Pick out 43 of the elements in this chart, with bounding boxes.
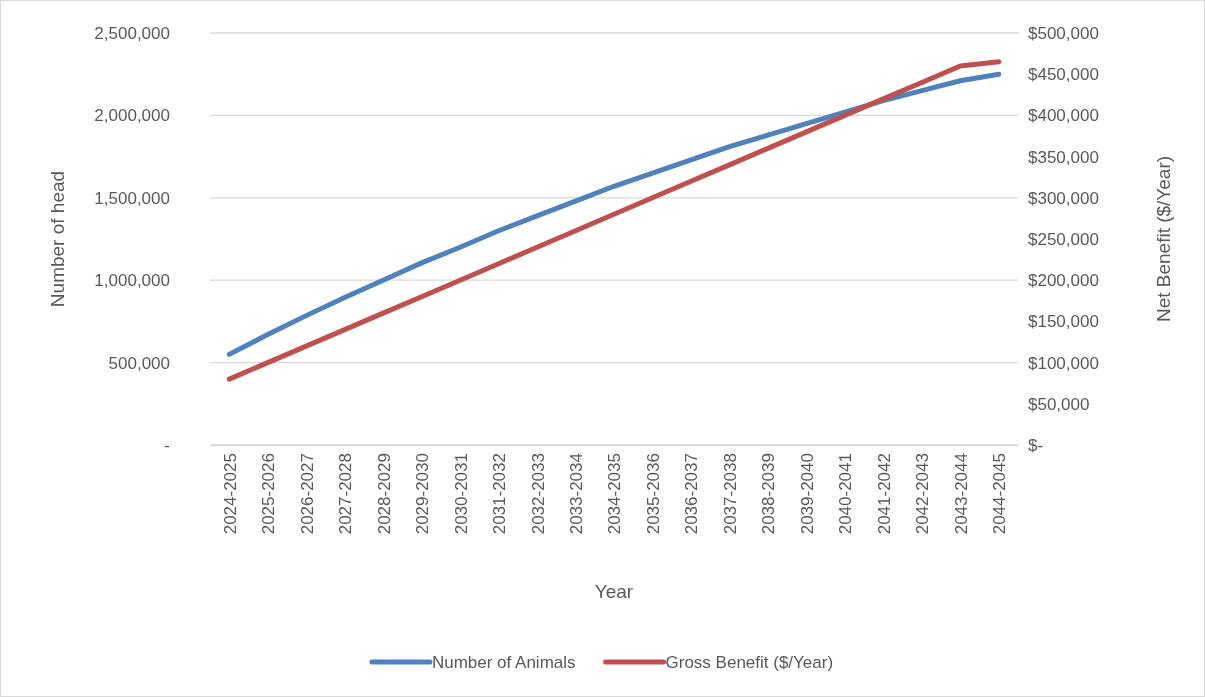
x-tick-label: 2038-2039: [759, 453, 779, 535]
x-tick-label: 2026-2027: [297, 453, 317, 535]
x-tick-label: 2036-2037: [682, 453, 702, 535]
y-tick-label: -: [164, 435, 170, 455]
x-tick-label: 2029-2030: [413, 453, 433, 535]
y2-tick-label: $50,000: [1028, 394, 1090, 414]
y2-tick-label: $250,000: [1028, 229, 1099, 249]
x-tick-label: 2031-2032: [490, 453, 510, 535]
y-tick-label: 1,500,000: [94, 188, 170, 208]
x-tick-label: 2033-2034: [566, 453, 586, 535]
x-tick-label: 2044-2045: [990, 453, 1010, 535]
x-tick-label: 2030-2031: [451, 453, 471, 535]
y2-tick-label: $150,000: [1028, 312, 1099, 332]
y-tick-label: 1,000,000: [94, 271, 170, 291]
y2-tick-label: $350,000: [1028, 147, 1099, 167]
x-tick-label: 2041-2042: [874, 453, 894, 535]
x-tick-label: 2034-2035: [605, 453, 625, 535]
legend-label: Gross Benefit ($/Year): [665, 653, 834, 672]
y2-tick-label: $-: [1028, 435, 1044, 455]
x-tick-label: 2032-2033: [528, 453, 548, 535]
x-tick-label: 2039-2040: [797, 453, 817, 535]
y-tick-label: 2,500,000: [94, 23, 170, 43]
x-tick-label: 2040-2041: [836, 453, 856, 535]
x-tick-label: 2043-2044: [951, 453, 971, 535]
y2-tick-label: $500,000: [1028, 23, 1099, 43]
y2-tick-label: $450,000: [1028, 65, 1099, 85]
y2-tick-label: $200,000: [1028, 271, 1099, 291]
x-axis-title: Year: [594, 581, 634, 602]
y2-axis-title: Net Benefit ($/Year): [1153, 155, 1174, 323]
x-tick-label: 2028-2029: [374, 453, 394, 535]
y2-tick-label: $400,000: [1028, 106, 1099, 126]
x-tick-label: 2037-2038: [720, 453, 740, 535]
y-tick-label: 2,000,000: [94, 106, 170, 126]
x-tick-label: 2042-2043: [913, 453, 933, 535]
y2-tick-label: $100,000: [1028, 353, 1099, 373]
x-tick-label: 2025-2026: [259, 453, 279, 535]
y2-tick-label: $300,000: [1028, 188, 1099, 208]
x-tick-label: 2035-2036: [643, 453, 663, 535]
legend-label: Number of Animals: [431, 653, 576, 672]
y-axis-title: Number of head: [47, 170, 68, 308]
x-tick-label: 2027-2028: [336, 453, 356, 535]
y-tick-label: 500,000: [108, 353, 170, 373]
x-tick-label: 2024-2025: [220, 453, 240, 535]
